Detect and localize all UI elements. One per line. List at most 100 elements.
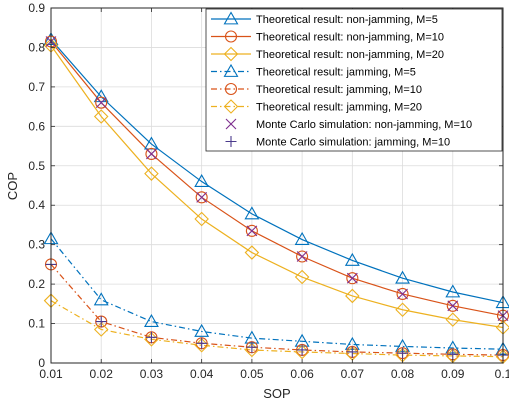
plus-marker — [246, 341, 258, 353]
triangle-marker — [223, 63, 239, 77]
circle-marker — [396, 287, 409, 301]
plus-marker — [447, 348, 459, 360]
diamond-marker — [144, 166, 159, 181]
circle-marker — [195, 191, 208, 204]
y-tick-label: 0.8 — [28, 40, 45, 54]
circle-marker — [145, 147, 158, 160]
x-tick-label: 0.08 — [391, 367, 415, 381]
series-markers-0 — [43, 31, 509, 309]
diamond-marker — [395, 302, 410, 318]
series-line-2 — [50, 45, 504, 329]
legend-entry: Theoretical result: jamming, M=5 — [211, 63, 416, 79]
legend-entry: Theoretical result: jamming, M=10 — [211, 82, 422, 96]
series-line-4 — [50, 263, 504, 356]
circle-marker — [446, 299, 459, 312]
y-tick-label: 0.5 — [28, 159, 45, 173]
legend-label: Monte Carlo simulation: non-jamming, M=1… — [256, 119, 472, 131]
y-tick-label: 0.2 — [28, 277, 45, 291]
legend-entry: Theoretical result: jamming, M=20 — [211, 99, 422, 114]
legend-entry: Theoretical result: non-jamming, M=10 — [211, 30, 444, 44]
diamond-marker — [93, 109, 109, 124]
y-axis-label: COP — [5, 172, 20, 200]
plus-marker — [397, 347, 409, 359]
diamond-marker — [223, 99, 239, 114]
diamond-marker — [244, 245, 260, 260]
triangle-marker — [194, 323, 210, 337]
plus-marker — [95, 316, 107, 328]
x-marker — [246, 225, 258, 237]
triangle-marker — [395, 270, 411, 284]
y-tick-label: 0 — [38, 356, 45, 370]
triangle-marker — [194, 173, 210, 187]
legend-label: Theoretical result: jamming, M=5 — [256, 67, 416, 79]
triangle-marker — [445, 284, 461, 298]
series-line-3 — [50, 238, 504, 350]
diamond-marker — [294, 269, 310, 285]
y-tick-label: 0.1 — [28, 317, 45, 331]
x-marker — [447, 300, 459, 312]
legend-label: Monte Carlo simulation: jamming, M=10 — [256, 137, 450, 149]
diamond-marker — [93, 322, 109, 337]
plus-marker — [346, 346, 358, 358]
x-tick-label: 0.03 — [140, 367, 164, 381]
circle-marker — [224, 30, 238, 43]
triangle-marker — [93, 292, 109, 306]
circle-marker — [346, 272, 359, 285]
y-tick-label: 0.4 — [28, 198, 45, 212]
y-axis-ticks: 0 0.1 0.2 0.3 0.4 0.5 0.6 0.7 0.8 0.9 — [28, 1, 503, 370]
series-line-1 — [50, 41, 504, 317]
triangle-marker — [93, 89, 109, 103]
x-marker — [196, 191, 208, 203]
x-marker — [95, 97, 107, 109]
x-tick-label: 0.1 — [495, 367, 509, 381]
x-tick-label: 0.09 — [441, 367, 465, 381]
plus-marker — [145, 331, 157, 343]
x-tick-label: 0.01 — [39, 367, 63, 381]
diamond-marker — [244, 342, 260, 358]
series-lines — [50, 39, 504, 358]
plus-marker — [225, 136, 237, 147]
circle-marker — [245, 224, 258, 237]
y-tick-label: 0.9 — [28, 1, 45, 15]
legend-entry: Monte Carlo simulation: non-jamming, M=1… — [225, 118, 472, 131]
legend: Theoretical result: non-jamming, M=5 Theo… — [205, 8, 503, 152]
x-marker — [146, 148, 157, 160]
y-tick-label: 0.6 — [28, 119, 45, 133]
legend-box — [205, 8, 503, 152]
triangle-marker — [143, 313, 159, 328]
triangle-marker — [223, 11, 239, 25]
series-line-5 — [50, 300, 504, 358]
legend-label: Theoretical result: non-jamming, M=5 — [256, 14, 438, 26]
circle-marker — [296, 250, 309, 263]
legend-label: Theoretical result: non-jamming, M=20 — [256, 49, 444, 61]
triangle-marker — [294, 231, 310, 245]
legend-label: Theoretical result: jamming, M=10 — [256, 84, 422, 96]
x-axis-label: SOP — [263, 386, 290, 401]
x-tick-label: 0.04 — [190, 367, 214, 381]
triangle-marker — [244, 206, 260, 220]
diamond-marker — [223, 46, 239, 62]
legend-entry: Theoretical result: non-jamming, M=5 — [211, 11, 438, 26]
x-marker — [346, 272, 358, 284]
legend-label: Theoretical result: jamming, M=20 — [256, 102, 422, 114]
diamond-marker — [445, 312, 461, 327]
circle-marker — [224, 82, 238, 96]
plot-border — [50, 7, 504, 364]
triangle-marker — [344, 252, 360, 266]
y-tick-label: 0.7 — [28, 80, 45, 94]
series-markers — [43, 31, 509, 364]
diamond-marker — [194, 211, 209, 227]
x-marker — [225, 118, 237, 130]
x-axis-ticks: 0.01 0.02 0.03 0.04 0.05 0.06 0.07 0.08 0.09 0.1 — [39, 8, 509, 381]
circle-marker — [95, 96, 108, 109]
y-tick-label: 0.3 — [28, 238, 45, 252]
plus-marker — [196, 337, 208, 349]
plus-marker — [296, 344, 308, 356]
legend-label: Theoretical result: non-jamming, M=10 — [256, 32, 444, 44]
x-marker — [296, 251, 308, 262]
x-tick-label: 0.05 — [240, 367, 264, 381]
series-line-0 — [50, 39, 504, 304]
legend-entry: Theoretical result: non-jamming, M=20 — [211, 46, 444, 62]
x-marker — [397, 288, 408, 300]
